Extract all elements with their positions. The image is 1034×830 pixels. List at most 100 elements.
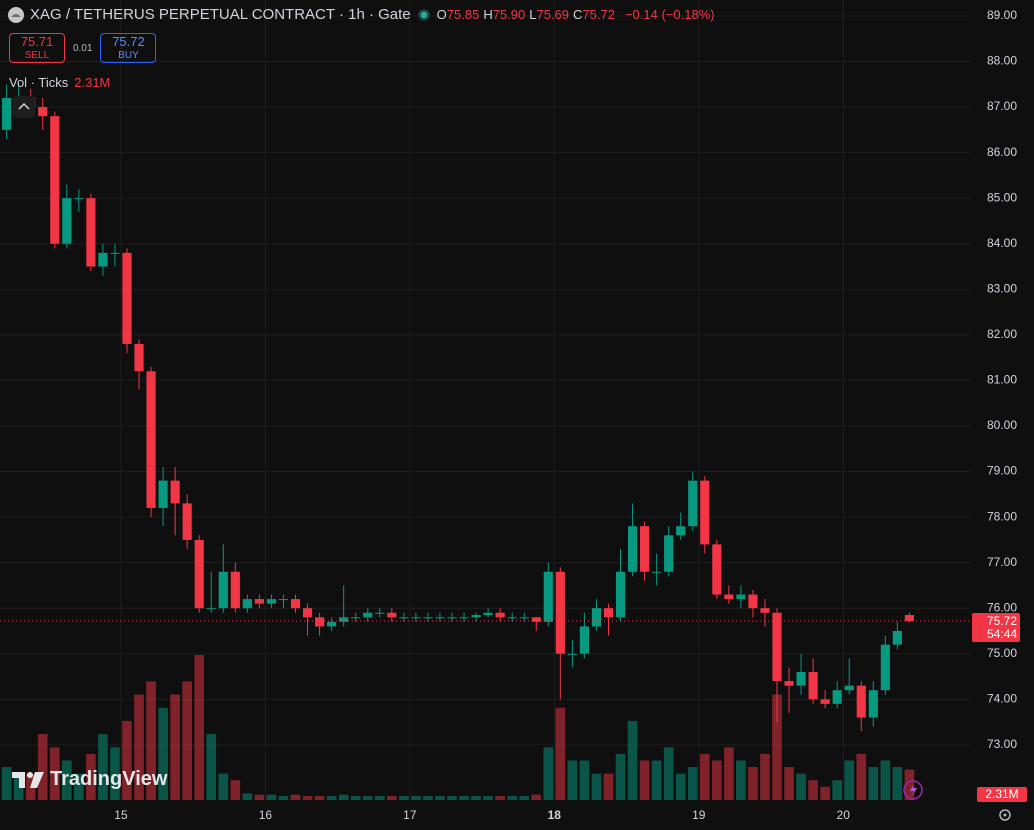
- candle-body: [254, 599, 264, 604]
- status-dot: [417, 8, 430, 21]
- volume-bar: [302, 796, 313, 800]
- volume-bar: [206, 734, 217, 800]
- brand-logo: [12, 771, 44, 788]
- price-badge: [972, 612, 1020, 642]
- volume-bar: [639, 760, 650, 800]
- candle-body: [820, 699, 830, 704]
- volume-bar: [110, 747, 120, 800]
- candle-body: [110, 252, 120, 254]
- candle-body: [351, 617, 361, 619]
- buy-label: BUY: [118, 50, 139, 61]
- change: −0.14 (−0.18%): [624, 7, 715, 22]
- candle-body: [50, 116, 60, 244]
- candle-body: [327, 621, 337, 627]
- sell-price: 75.71: [20, 34, 54, 49]
- candle-body: [315, 617, 325, 627]
- candle-body: [399, 617, 409, 619]
- candle-body: [62, 198, 72, 244]
- volume-bar: [74, 773, 84, 800]
- candle-body: [447, 617, 457, 619]
- brand: TradingView: [12, 768, 167, 791]
- volume-bar: [86, 753, 96, 800]
- sell-label: SELL: [24, 50, 50, 61]
- candle-body: [784, 681, 794, 686]
- readout-value: 75.85: [446, 7, 480, 22]
- volume-bar: [423, 796, 433, 800]
- candle-body: [471, 615, 481, 618]
- candle-body: [242, 599, 252, 609]
- collapse-button[interactable]: [13, 96, 35, 118]
- volume-bar: [362, 796, 373, 800]
- readout-value: 75.72: [582, 7, 615, 22]
- candle-body: [170, 480, 180, 504]
- y-tick-label: 78.00: [987, 509, 1017, 523]
- x-tick-label: 15: [114, 808, 128, 822]
- volume-legend: Vol · Ticks 2.31M: [9, 75, 110, 90]
- candle-body: [531, 617, 541, 622]
- header: XAG / TETHERUS PERPETUAL CONTRACT · 1h ·…: [8, 6, 715, 23]
- volume-bar: [182, 681, 192, 800]
- candle-body: [278, 599, 289, 601]
- candle-body: [796, 671, 806, 686]
- volume-bar: [603, 773, 614, 800]
- volume-bar: [663, 747, 674, 800]
- spread: 0.01: [73, 42, 93, 54]
- volume-bar: [904, 769, 915, 800]
- volume-bar: [435, 796, 445, 800]
- volume-bar: [254, 794, 265, 800]
- settings-button[interactable]: [999, 809, 1011, 821]
- volume-bar: [314, 796, 325, 800]
- candle-body: [387, 612, 397, 618]
- candle-body: [158, 480, 168, 508]
- candle-body: [868, 690, 878, 718]
- volume-bar: [892, 767, 903, 800]
- readout-value: 75.90: [492, 7, 526, 22]
- candle-body: [748, 594, 758, 609]
- volume-bar: [326, 796, 337, 800]
- buy-button[interactable]: 75.72 BUY: [100, 33, 157, 63]
- volume-bar: [808, 780, 818, 800]
- volume-bar: [338, 794, 349, 800]
- y-tick-label: 79.00: [987, 464, 1017, 478]
- lightning-button[interactable]: [903, 780, 923, 800]
- volume-bar: [880, 760, 891, 800]
- candle-body: [856, 685, 866, 718]
- candle-body: [591, 608, 602, 627]
- volume-bar: [495, 796, 505, 800]
- volume-bar: [459, 796, 469, 800]
- candle-body: [146, 371, 156, 508]
- volume-bar: [230, 780, 241, 800]
- volume-bar: [483, 796, 493, 800]
- volume-bar: [507, 796, 517, 800]
- x-tick-label: 17: [403, 808, 417, 822]
- volume-bar: [37, 734, 48, 800]
- y-tick-label: 76.00: [987, 600, 1017, 614]
- candle-body: [134, 343, 144, 372]
- candle-body: [375, 612, 385, 614]
- volume-bar: [218, 773, 229, 800]
- symbol-logo: [8, 6, 24, 23]
- volume-bar: [591, 773, 602, 800]
- candle-body: [880, 644, 890, 691]
- volume-bar: [242, 793, 253, 800]
- volume-bar: [772, 694, 782, 800]
- sell-button[interactable]: 75.71 SELL: [9, 33, 65, 63]
- y-tick-label: 74.00: [987, 691, 1017, 705]
- volume-bar: [579, 760, 590, 800]
- candle-body: [664, 535, 674, 572]
- y-tick-label: 89.00: [987, 8, 1017, 22]
- brand-name: TradingView: [50, 768, 168, 790]
- volume-bar: [1, 767, 12, 800]
- trade-panel: 75.71 SELL 0.01 75.72 BUY: [9, 33, 157, 63]
- candle-body: [688, 480, 698, 527]
- y-tick-label: 82.00: [987, 327, 1017, 341]
- candle-body: [459, 617, 469, 619]
- y-tick-label: 80.00: [987, 418, 1017, 432]
- candle-body: [411, 617, 421, 619]
- chart-title: XAG / TETHERUS PERPETUAL CONTRACT · 1h ·…: [30, 6, 411, 23]
- candle-body: [2, 97, 12, 130]
- candle-body: [808, 671, 818, 700]
- candle-body: [772, 612, 782, 682]
- volume-bar: [122, 720, 132, 800]
- candle-body: [182, 503, 192, 540]
